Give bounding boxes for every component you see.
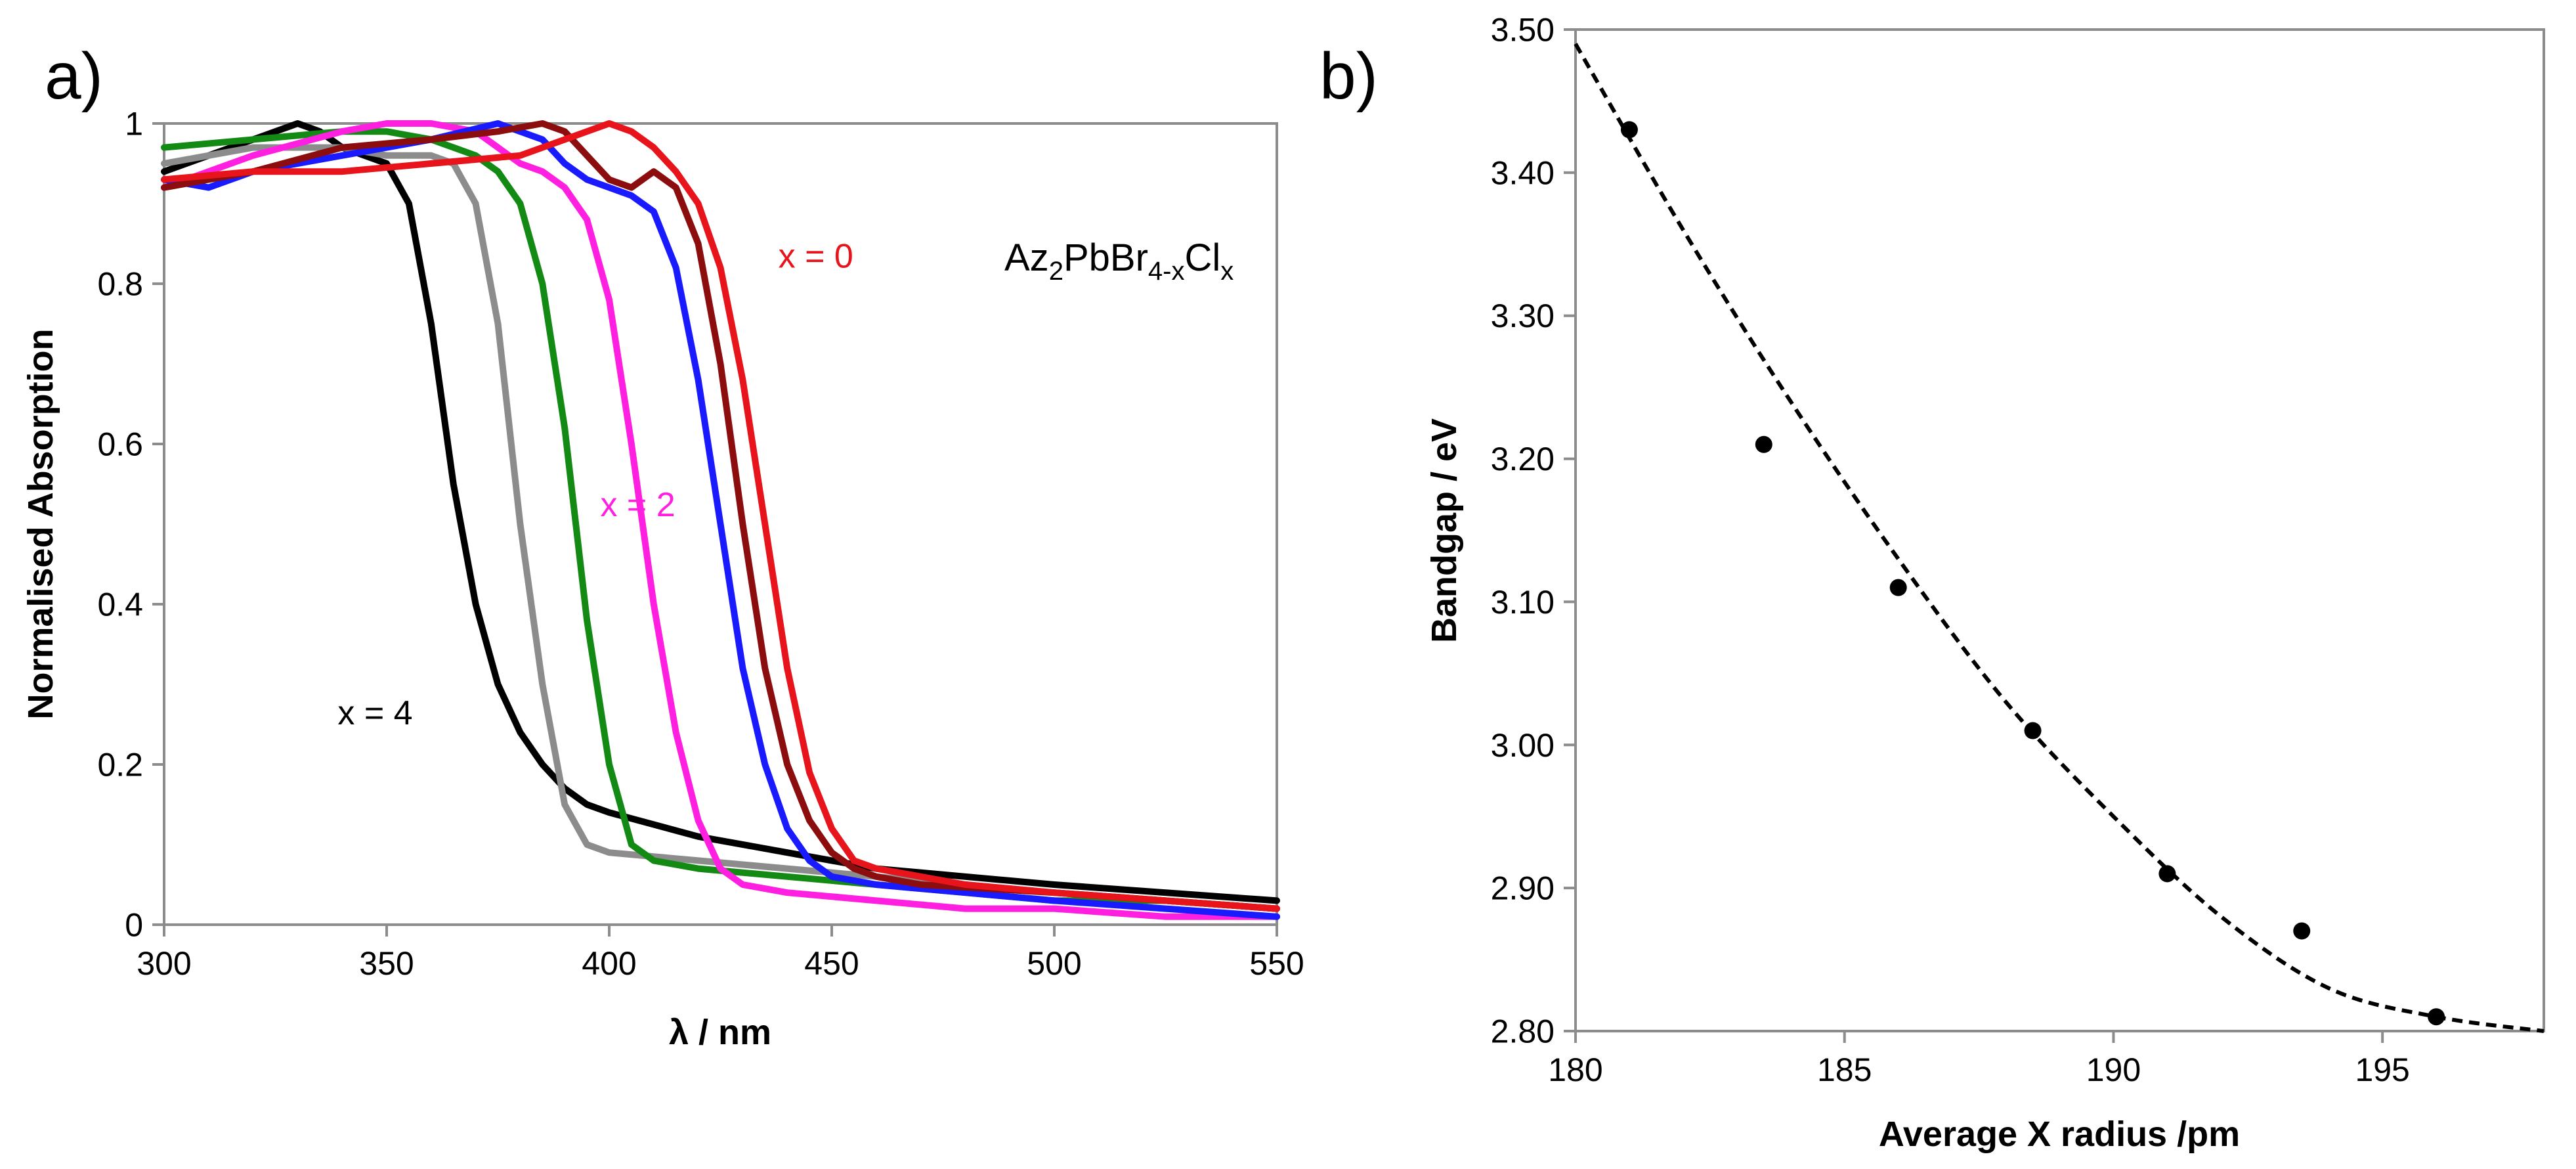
series-line-0-5 — [161, 120, 1280, 912]
panel-a-absorption-chart: a) 0 0.2 0.4 0.6 0.8 1 300 350 400 450 500 550 x =… — [21, 39, 1304, 1052]
panel-a-annotations: x = 0 x = 2 x = 4 — [337, 238, 853, 732]
panel-b-y-ticks: 2.80 2.90 3.00 3.10 3.20 3.30 3.40 3.50 — [1491, 12, 1576, 1050]
panel-b-y-tick-label: 3.40 — [1491, 154, 1555, 191]
panel-b-label: b) — [1320, 39, 1378, 113]
panel-a-plot-frame — [163, 122, 1278, 926]
data-point — [2158, 865, 2176, 883]
panel-a-x-ticks: 300 350 400 450 500 550 — [137, 925, 1304, 982]
panel-b-x-tick-label: 190 — [2086, 1051, 2141, 1088]
data-point — [1889, 579, 1907, 596]
panel-b-y-tick-label: 3.50 — [1491, 12, 1555, 49]
panel-b-x-axis-label: Average X radius /pm — [1879, 1114, 2240, 1154]
panel-a-x-tick-label: 400 — [582, 945, 636, 982]
panel-a-x-tick-label: 500 — [1027, 945, 1081, 982]
panel-b-y-tick-label: 2.80 — [1491, 1013, 1555, 1050]
panel-b-y-tick-label: 2.90 — [1491, 870, 1555, 907]
panel-a-y-axis-label: Normalised Absorption — [21, 328, 60, 719]
panel-b-x-tick-label: 180 — [1548, 1051, 1602, 1088]
panel-a-y-tick-label: 0.4 — [97, 586, 143, 623]
series-line-0 — [161, 120, 1280, 912]
panel-b-y-axis-label: Bandgap / eV — [1425, 418, 1464, 643]
panel-b-y-tick-label: 3.00 — [1491, 727, 1555, 764]
panel-a-y-ticks: 0 0.2 0.4 0.6 0.8 1 — [97, 106, 164, 944]
panel-a-label: a) — [45, 39, 103, 113]
panel-a-x-tick-label: 550 — [1249, 945, 1304, 982]
panel-b-points — [1620, 121, 2445, 1026]
panel-a-y-tick-label: 0.2 — [97, 747, 143, 783]
panel-a-y-tick-label: 0.8 — [97, 266, 143, 303]
series-line-2 — [161, 120, 1280, 920]
panel-b-x-tick-label: 195 — [2355, 1051, 2409, 1088]
panel-b-y-tick-label: 3.30 — [1491, 298, 1555, 334]
panel-a-x-tick-label: 300 — [137, 945, 191, 982]
series-annotation: x = 0 — [779, 238, 853, 276]
panel-a-series — [161, 120, 1280, 920]
panel-a-x-tick-label: 450 — [804, 945, 859, 982]
panel-b-plot-frame — [1574, 28, 2545, 1032]
data-point — [2428, 1008, 2445, 1026]
series-annotation: x = 2 — [600, 486, 675, 524]
series-annotation: x = 4 — [337, 694, 412, 732]
panel-a-y-tick-label: 1 — [125, 106, 143, 143]
data-point — [1620, 121, 1638, 139]
panel-b-fit — [1574, 43, 2544, 1033]
panel-a-formula: Az2PbBr4-xClx — [1004, 236, 1234, 286]
panel-a-x-tick-label: 350 — [359, 945, 414, 982]
panel-b-x-tick-label: 185 — [1817, 1051, 1872, 1088]
data-point — [2024, 722, 2042, 739]
panel-a-x-axis-label: λ / nm — [669, 1013, 771, 1052]
data-point — [1755, 435, 1772, 453]
data-point — [2293, 922, 2311, 940]
panel-a-y-tick-label: 0 — [125, 907, 143, 944]
panel-b-x-ticks: 180 185 190 195 — [1548, 1031, 2410, 1088]
panel-b-bandgap-chart: b) 2.802.903.003.103.203.303.403.50 180 1… — [1320, 12, 2545, 1154]
panel-b-y-tick-label: 3.10 — [1491, 584, 1555, 621]
fit-curve-dashed — [1574, 43, 2544, 1033]
panel-b-y-tick-label: 3.20 — [1491, 441, 1555, 477]
panel-a-y-tick-label: 0.6 — [97, 426, 143, 463]
